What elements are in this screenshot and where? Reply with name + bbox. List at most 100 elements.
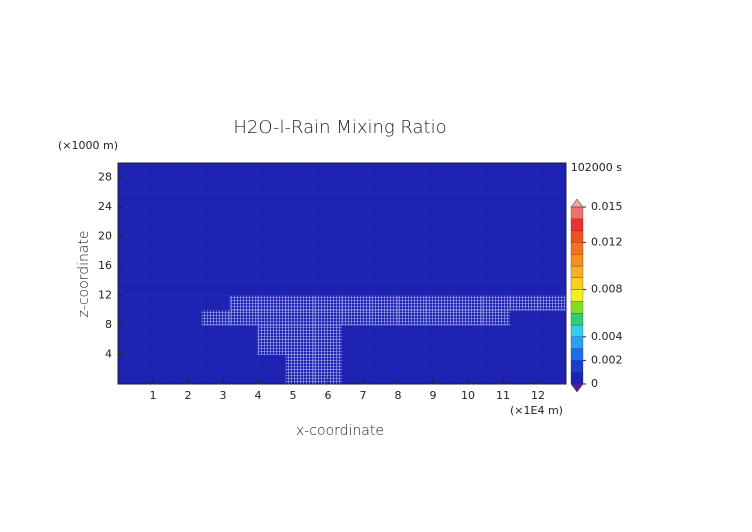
colorbar-segment bbox=[570, 301, 584, 314]
heat-cell bbox=[397, 162, 427, 178]
colorbar-tick-label: 0.008 bbox=[591, 283, 623, 296]
heat-cell bbox=[257, 265, 287, 282]
heat-cell bbox=[509, 251, 539, 267]
heat-cell bbox=[341, 324, 371, 341]
heat-cell bbox=[369, 206, 399, 223]
heat-cell bbox=[229, 206, 259, 223]
heat-cell bbox=[509, 162, 539, 178]
heat-cell bbox=[341, 310, 371, 326]
heat-cell bbox=[537, 251, 567, 267]
heat-cell bbox=[117, 221, 147, 237]
heat-cell bbox=[425, 177, 455, 193]
colorbar-segment bbox=[570, 348, 584, 361]
heat-cell bbox=[145, 162, 175, 178]
heat-cell bbox=[201, 369, 231, 385]
heat-cell bbox=[285, 324, 315, 341]
heat-cell bbox=[229, 310, 259, 326]
heat-cell bbox=[145, 280, 175, 296]
heat-cell bbox=[173, 280, 203, 296]
heat-cell bbox=[257, 310, 287, 326]
heat-cell bbox=[117, 339, 147, 355]
colorbar-tick-label: 0.004 bbox=[591, 330, 623, 343]
heat-cell bbox=[397, 236, 427, 252]
heat-cell bbox=[481, 354, 511, 370]
heat-cell bbox=[285, 177, 315, 193]
heat-cell bbox=[425, 295, 455, 311]
heat-cell bbox=[369, 192, 399, 208]
heat-cell bbox=[145, 221, 175, 237]
heat-cell bbox=[117, 324, 147, 341]
heat-cell bbox=[481, 295, 511, 311]
heat-cell bbox=[173, 339, 203, 355]
heat-cell bbox=[397, 206, 427, 223]
heat-cell bbox=[341, 162, 371, 178]
heat-cell bbox=[369, 162, 399, 178]
x-tick-label: 7 bbox=[360, 389, 367, 402]
colorbar-over bbox=[570, 198, 584, 208]
x-tick-label: 2 bbox=[185, 389, 192, 402]
heat-cell bbox=[425, 162, 455, 178]
heat-cell bbox=[509, 221, 539, 237]
colorbar-segment bbox=[570, 265, 584, 278]
heat-cell bbox=[117, 162, 147, 178]
heat-cell bbox=[509, 324, 539, 341]
x-tick-label: 10 bbox=[461, 389, 475, 402]
heat-cell bbox=[537, 354, 567, 370]
colorbar-segment bbox=[570, 206, 584, 219]
colorbar-under bbox=[570, 383, 584, 393]
heat-cell bbox=[453, 354, 483, 370]
heat-cell bbox=[481, 324, 511, 341]
heat-cell bbox=[145, 324, 175, 341]
heat-cell bbox=[397, 221, 427, 237]
heat-cell bbox=[229, 192, 259, 208]
heat-cell bbox=[201, 206, 231, 223]
colorbar-segment bbox=[570, 360, 584, 373]
heat-cell bbox=[341, 221, 371, 237]
heat-cell bbox=[173, 236, 203, 252]
heat-cell bbox=[257, 354, 287, 370]
heat-cell bbox=[425, 206, 455, 223]
heat-cell bbox=[425, 354, 455, 370]
y-tick-label: 20 bbox=[98, 230, 112, 243]
colorbar-segment bbox=[570, 372, 584, 385]
heat-cell bbox=[257, 177, 287, 193]
heat-cell bbox=[313, 354, 343, 370]
heat-cell bbox=[425, 236, 455, 252]
heat-cell bbox=[509, 280, 539, 296]
heat-cell bbox=[341, 177, 371, 193]
heat-cell bbox=[173, 295, 203, 311]
heat-cell bbox=[285, 192, 315, 208]
heat-cell bbox=[117, 177, 147, 193]
heat-cell bbox=[117, 265, 147, 282]
y-tick-label: 4 bbox=[105, 348, 112, 361]
heat-cell bbox=[117, 295, 147, 311]
heat-cell bbox=[397, 339, 427, 355]
heat-cell bbox=[537, 339, 567, 355]
heat-cell bbox=[285, 206, 315, 223]
heat-cell bbox=[425, 265, 455, 282]
heat-cell bbox=[173, 192, 203, 208]
heat-cell bbox=[173, 162, 203, 178]
heat-cell bbox=[285, 236, 315, 252]
heat-cell bbox=[481, 265, 511, 282]
heat-cell bbox=[341, 280, 371, 296]
heat-cell bbox=[201, 280, 231, 296]
colorbar-segment bbox=[570, 313, 584, 326]
colorbar-segment bbox=[570, 289, 584, 302]
heat-cell bbox=[145, 265, 175, 282]
heat-cell bbox=[481, 339, 511, 355]
heat-cell bbox=[257, 324, 287, 341]
heat-cell bbox=[285, 354, 315, 370]
heat-cell bbox=[229, 354, 259, 370]
heat-cell bbox=[397, 295, 427, 311]
x-tick-label: 3 bbox=[220, 389, 227, 402]
heat-cell bbox=[369, 339, 399, 355]
heat-cell bbox=[313, 324, 343, 341]
heat-cell bbox=[509, 295, 539, 311]
heat-cell bbox=[257, 280, 287, 296]
heat-cell bbox=[537, 265, 567, 282]
heat-cell bbox=[509, 177, 539, 193]
heat-cell bbox=[509, 369, 539, 385]
heat-cell bbox=[453, 310, 483, 326]
heat-cell bbox=[229, 369, 259, 385]
